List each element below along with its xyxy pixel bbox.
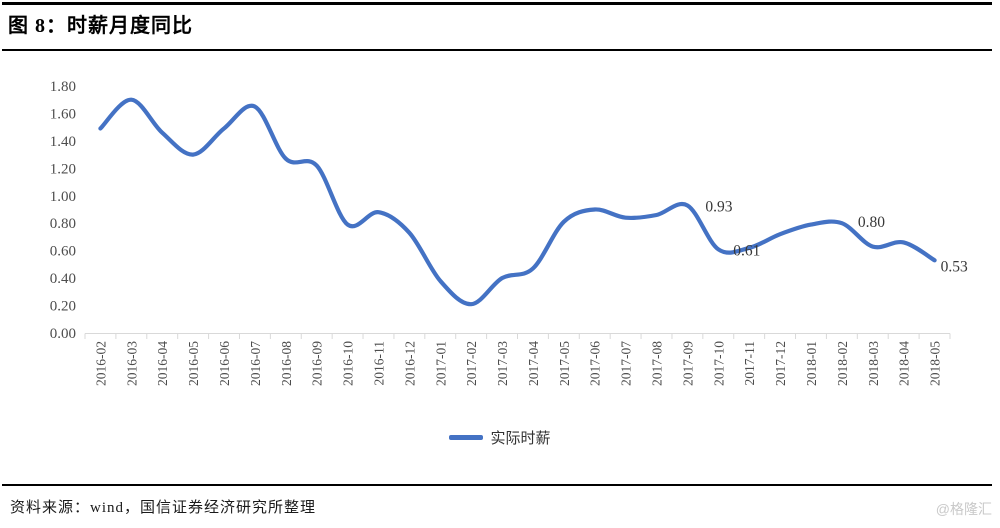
x-axis-label: 2016-11 [372, 341, 387, 386]
x-axis-label: 2018-04 [897, 341, 912, 386]
x-axis-label: 2017-05 [557, 341, 572, 386]
x-axis-label: 2018-02 [835, 341, 850, 386]
y-axis-label: 1.40 [50, 134, 76, 150]
x-axis-label: 2016-06 [217, 341, 232, 386]
x-axis-label: 2018-01 [804, 341, 819, 386]
x-axis-label: 2016-07 [248, 341, 263, 386]
y-axis-label: 1.80 [50, 79, 76, 95]
x-axis-label: 2017-04 [526, 341, 541, 386]
x-axis-label: 2016-12 [402, 341, 417, 386]
x-axis-label: 2017-12 [773, 341, 788, 386]
legend-line-swatch [449, 435, 484, 440]
x-axis-label: 2016-10 [341, 341, 356, 386]
x-axis-label: 2017-09 [680, 341, 695, 386]
y-axis-label: 0.20 [50, 299, 76, 315]
x-axis-label: 2016-05 [186, 341, 201, 386]
x-axis-label: 2017-11 [742, 341, 757, 386]
watermark: @格隆汇 [935, 501, 992, 517]
x-axis-label: 2018-05 [928, 341, 943, 386]
x-axis-label: 2017-06 [588, 341, 603, 386]
y-axis-label: 1.60 [50, 106, 76, 122]
x-axis-label: 2017-02 [464, 341, 479, 386]
y-axis-label: 0.80 [50, 216, 76, 232]
chart-legend: 实际时薪 [0, 427, 1000, 448]
y-axis-label: 1.00 [50, 189, 76, 205]
x-axis-label: 2017-01 [433, 341, 448, 386]
x-axis-label: 2017-08 [650, 341, 665, 386]
series-line [98, 97, 937, 307]
y-axis-label: 0.40 [50, 271, 76, 287]
x-axis-label: 2018-03 [866, 341, 881, 386]
data-point-label: 0.61 [733, 242, 760, 259]
figure-title: 图 8：时薪月度同比 [8, 15, 193, 37]
footer-rule [2, 484, 992, 486]
x-axis-label: 2016-09 [310, 341, 325, 386]
y-axis-label: 0.00 [50, 326, 76, 342]
data-point-label: 0.53 [941, 258, 968, 275]
header-top-rule [2, 2, 992, 5]
y-axis-label: 0.60 [50, 244, 76, 260]
x-axis-label: 2016-04 [155, 341, 170, 386]
x-axis-label: 2016-03 [124, 341, 139, 386]
x-axis-label: 2017-10 [711, 341, 726, 386]
legend-series-label: 实际时薪 [490, 431, 551, 447]
source-note: 资料来源：wind，国信证券经济研究所整理 [10, 500, 317, 516]
x-axis-label: 2016-02 [93, 341, 108, 386]
data-point-label: 0.93 [705, 198, 732, 215]
x-axis-label: 2017-03 [495, 341, 510, 386]
x-axis-label: 2017-07 [619, 341, 634, 386]
data-point-label: 0.80 [858, 214, 885, 231]
header-bottom-rule [2, 49, 992, 51]
x-axis-label: 2016-08 [279, 341, 294, 386]
y-axis-label: 1.20 [50, 161, 76, 177]
line-chart: 0.00 0.20 0.40 0.60 0.80 1.00 1.20 1.40 1.60 1.80… [50, 79, 968, 386]
